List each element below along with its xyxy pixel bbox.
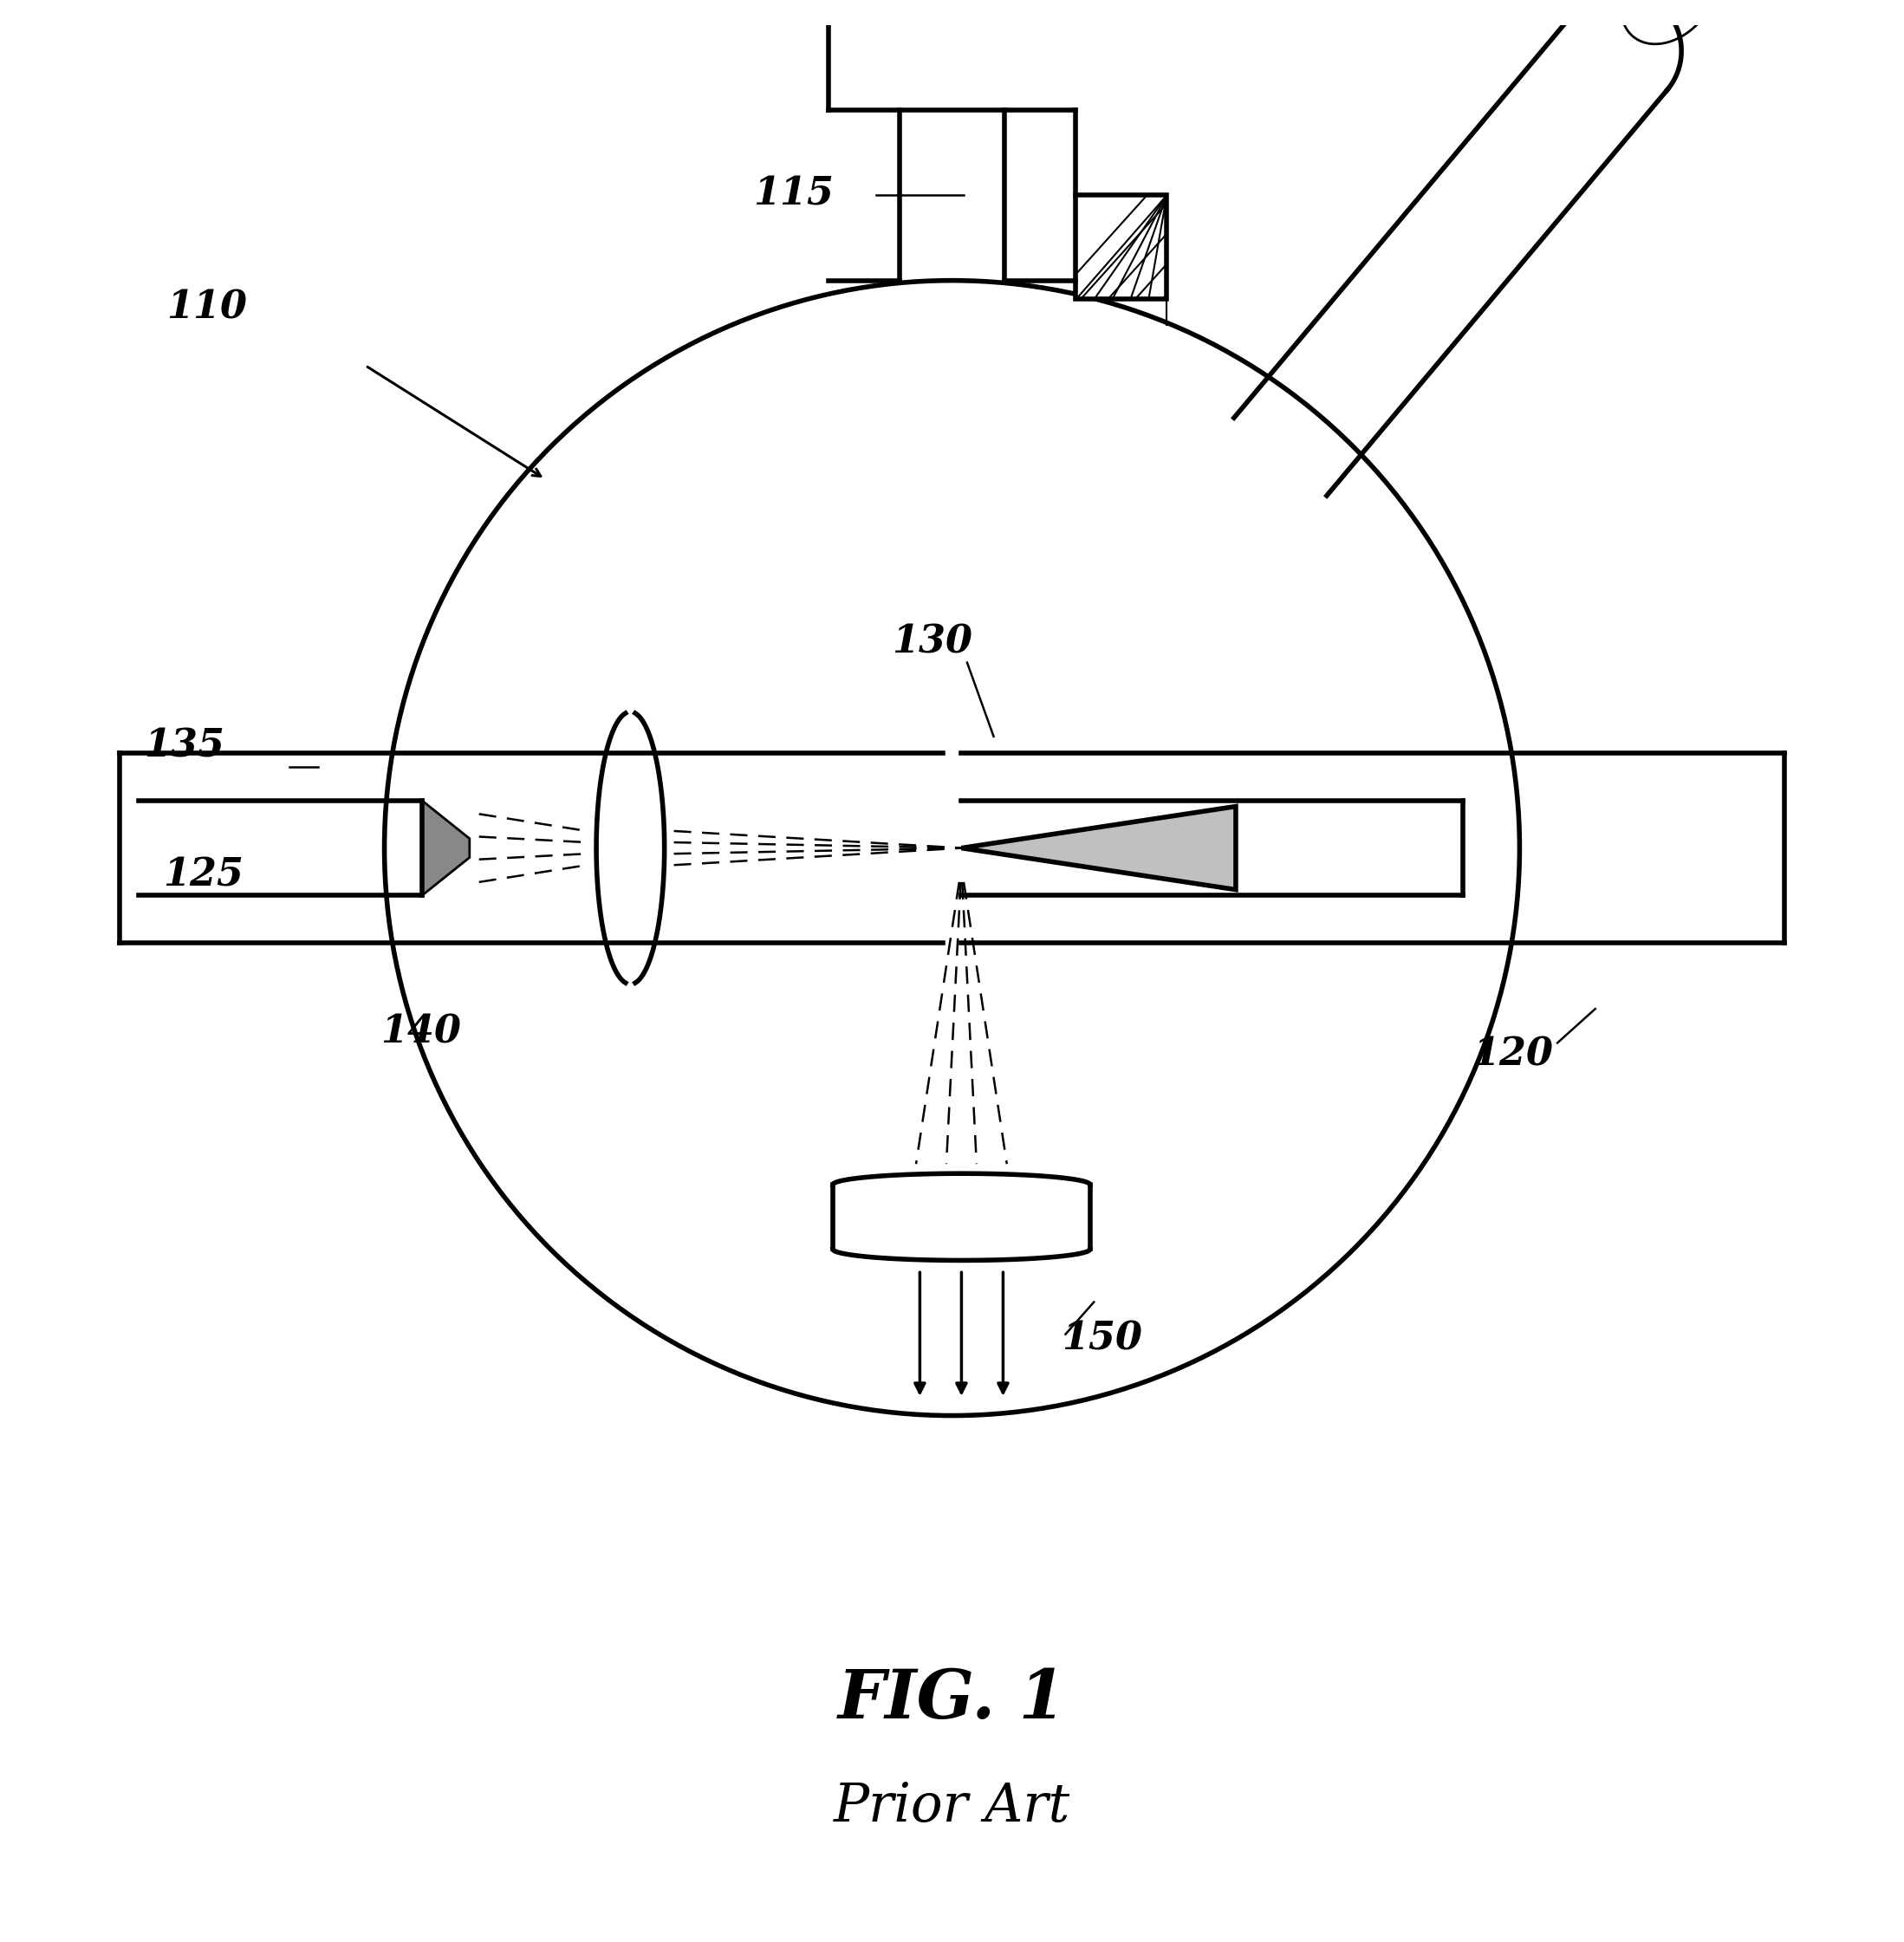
Text: 125: 125: [164, 856, 244, 893]
Text: FIG. 1: FIG. 1: [838, 1666, 1066, 1732]
Text: 140: 140: [381, 1014, 461, 1051]
Text: 150: 150: [1062, 1321, 1142, 1357]
Text: Prior Art: Prior Art: [834, 1781, 1070, 1833]
Text: 130: 130: [891, 623, 973, 660]
Text: 120: 120: [1472, 1037, 1554, 1074]
Polygon shape: [423, 800, 470, 895]
Polygon shape: [962, 806, 1236, 889]
Text: 115: 115: [754, 175, 834, 212]
Text: 135: 135: [145, 728, 225, 765]
Text: 110: 110: [168, 289, 248, 326]
Polygon shape: [1076, 196, 1167, 299]
